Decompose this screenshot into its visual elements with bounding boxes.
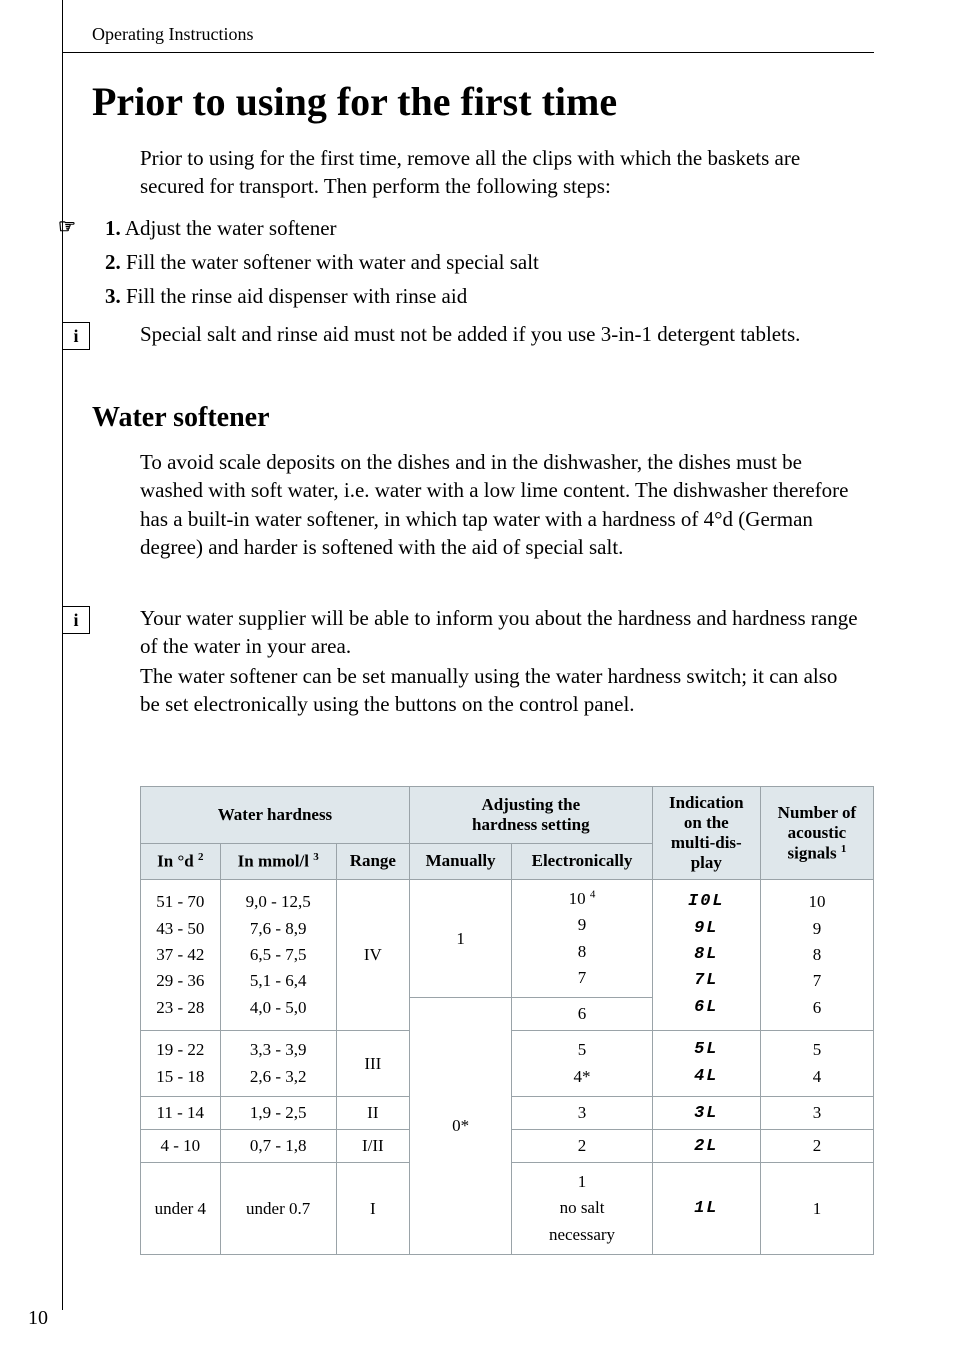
th-adjusting: Adjusting thehardness setting <box>409 787 652 844</box>
info-glyph-2: i <box>73 610 78 631</box>
td-sig-5: 2 <box>760 1130 873 1163</box>
td-elec-2: 6 <box>512 998 652 1031</box>
td-range-4: II <box>336 1097 409 1130</box>
th-in-d: In °d 2 <box>141 843 221 879</box>
td-man-0star: 0* <box>409 998 511 1255</box>
info-icon: i <box>62 322 90 350</box>
info-2b-text: The water softener can be set manually u… <box>140 662 860 719</box>
td-mmol-3: 3,3 - 3,92,6 - 3,2 <box>220 1031 336 1097</box>
page-title: Prior to using for the first time <box>92 78 617 125</box>
td-range-6: I <box>336 1163 409 1255</box>
td-elec-4: 3 <box>512 1097 652 1130</box>
td-ind-6: 1L <box>652 1163 760 1255</box>
water-hardness-table: Water hardness Adjusting thehardness set… <box>140 786 874 1255</box>
td-elec-1: 10 4987 <box>512 880 652 998</box>
th-water-hardness: Water hardness <box>141 787 410 844</box>
header-rule <box>62 52 874 53</box>
acoustic-sup: 1 <box>841 843 847 855</box>
td-mmol-4: 1,9 - 2,5 <box>220 1097 336 1130</box>
td-mmol-6: under 0.7 <box>220 1163 336 1255</box>
info-glyph: i <box>73 326 78 347</box>
td-sig-3: 54 <box>760 1031 873 1097</box>
td-range-3: III <box>336 1031 409 1097</box>
step-1: 1. Adjust the water softener <box>105 214 865 242</box>
td-ind-1: I0L9L8L7L6L <box>652 880 760 1031</box>
th-manually: Manually <box>409 843 511 879</box>
td-sig-1: 109876 <box>760 880 873 1031</box>
step-3-num: 3. <box>105 284 121 308</box>
td-elec-6: 1no saltnecessary <box>512 1163 652 1255</box>
th-in-mmol: In mmol/l 3 <box>220 843 336 879</box>
step-2: 2. Fill the water softener with water an… <box>105 248 865 276</box>
step-1-num: 1. <box>105 216 121 240</box>
td-elec-5: 2 <box>512 1130 652 1163</box>
th-range: Range <box>336 843 409 879</box>
water-softener-paragraph: To avoid scale deposits on the dishes an… <box>140 448 870 561</box>
info-1-text: Special salt and rinse aid must not be a… <box>140 320 860 348</box>
page-header: Operating Instructions <box>92 24 253 45</box>
td-mmol-5: 0,7 - 1,8 <box>220 1130 336 1163</box>
td-range-5: I/II <box>336 1130 409 1163</box>
info-icon-2: i <box>62 606 90 634</box>
th-electronically: Electronically <box>512 843 652 879</box>
td-ind-3: 5L4L <box>652 1031 760 1097</box>
td-d-5: 4 - 10 <box>141 1130 221 1163</box>
td-d-1: 51 - 7043 - 5037 - 4229 - 3623 - 28 <box>141 880 221 1031</box>
td-range-1: IV <box>336 880 409 1031</box>
step-2-num: 2. <box>105 250 121 274</box>
td-ind-4: 3L <box>652 1097 760 1130</box>
step-1-text: Adjust the water softener <box>125 216 337 240</box>
td-sig-6: 1 <box>760 1163 873 1255</box>
td-elec-3: 54* <box>512 1031 652 1097</box>
td-d-4: 11 - 14 <box>141 1097 221 1130</box>
intro-paragraph: Prior to using for the first time, remov… <box>140 144 860 201</box>
page-number: 10 <box>28 1307 48 1330</box>
vertical-rule <box>62 0 63 1310</box>
td-mmol-1: 9,0 - 12,57,6 - 8,96,5 - 7,55,1 - 6,44,0… <box>220 880 336 1031</box>
step-3: 3. Fill the rinse aid dispenser with rin… <box>105 282 865 310</box>
step-3-text: Fill the rinse aid dispenser with rinse … <box>126 284 467 308</box>
th-acoustic: Number ofacousticsignals 1 <box>760 787 873 880</box>
th-indication: Indicationon themulti-dis-play <box>652 787 760 880</box>
step-2-text: Fill the water softener with water and s… <box>126 250 539 274</box>
pointer-icon: ☞ <box>58 214 76 239</box>
td-man-1: 1 <box>409 880 511 998</box>
info-2a-text: Your water supplier will be able to info… <box>140 604 860 661</box>
td-ind-5: 2L <box>652 1130 760 1163</box>
td-d-6: under 4 <box>141 1163 221 1255</box>
td-d-3: 19 - 2215 - 18 <box>141 1031 221 1097</box>
td-sig-4: 3 <box>760 1097 873 1130</box>
section-water-softener: Water softener <box>92 402 270 434</box>
